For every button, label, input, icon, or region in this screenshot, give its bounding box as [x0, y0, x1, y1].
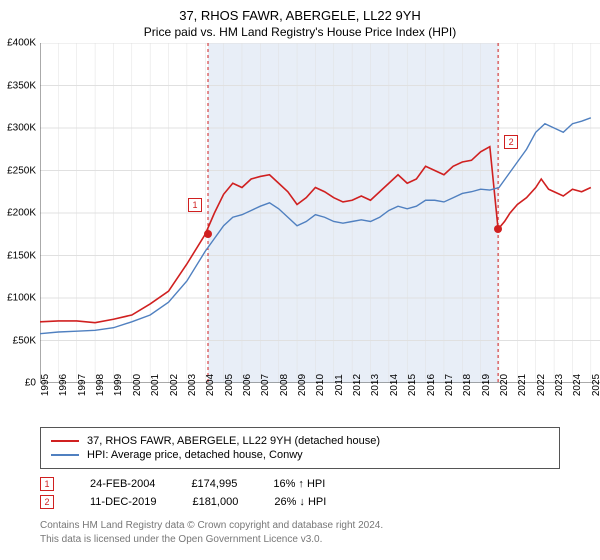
x-tick-label: 1998	[95, 374, 106, 396]
marker-delta: 16% ↑ HPI	[273, 478, 325, 490]
x-tick-label: 2018	[462, 374, 473, 396]
y-tick-label: £150K	[7, 250, 36, 261]
x-tick-label: 2020	[499, 374, 510, 396]
x-tick-label: 2002	[169, 374, 180, 396]
x-tick-label: 2013	[370, 374, 381, 396]
y-tick-label: £300K	[7, 123, 36, 134]
x-tick-label: 2001	[150, 374, 161, 396]
x-tick-label: 2022	[536, 374, 547, 396]
y-tick-label: £0	[25, 378, 36, 389]
marker-table-box: 2	[40, 495, 54, 509]
y-tick-label: £250K	[7, 165, 36, 176]
x-tick-label: 2005	[224, 374, 235, 396]
footer-line-1: Contains HM Land Registry data © Crown c…	[40, 519, 560, 533]
footer-line-2: This data is licensed under the Open Gov…	[40, 533, 560, 547]
x-axis: 1995199619971998199920002001200220032004…	[40, 383, 600, 423]
y-tick-label: £200K	[7, 208, 36, 219]
y-tick-label: £350K	[7, 80, 36, 91]
x-tick-label: 2024	[572, 374, 583, 396]
marker-table-row: 1 24-FEB-2004 £174,995 16% ↑ HPI	[40, 475, 560, 493]
chart-container: 37, RHOS FAWR, ABERGELE, LL22 9YH Price …	[0, 0, 600, 560]
chart-area: £0£50K£100K£150K£200K£250K£300K£350K£400…	[40, 43, 600, 383]
x-tick-label: 2008	[279, 374, 290, 396]
x-tick-label: 2015	[407, 374, 418, 396]
legend-label: HPI: Average price, detached house, Conw…	[87, 449, 303, 461]
x-tick-label: 2011	[334, 374, 345, 396]
marker-delta: 26% ↓ HPI	[274, 496, 326, 508]
legend-box: 37, RHOS FAWR, ABERGELE, LL22 9YH (detac…	[40, 427, 560, 469]
legend-swatch	[51, 454, 79, 456]
y-axis: £0£50K£100K£150K£200K£250K£300K£350K£400…	[0, 43, 40, 383]
x-tick-label: 2023	[554, 374, 565, 396]
page-subtitle: Price paid vs. HM Land Registry's House …	[0, 23, 600, 43]
x-tick-label: 2000	[132, 374, 143, 396]
marker-label-1: 1	[188, 198, 202, 212]
legend-swatch	[51, 440, 79, 442]
x-tick-label: 2017	[444, 374, 455, 396]
x-tick-label: 2021	[517, 374, 528, 396]
marker-dot-2	[494, 225, 502, 233]
x-tick-label: 2009	[297, 374, 308, 396]
footer-text: Contains HM Land Registry data © Crown c…	[40, 519, 560, 546]
marker-date: 24-FEB-2004	[90, 478, 155, 490]
legend-row: HPI: Average price, detached house, Conw…	[51, 448, 549, 462]
marker-table-row: 2 11-DEC-2019 £181,000 26% ↓ HPI	[40, 493, 560, 511]
x-tick-label: 1996	[58, 374, 69, 396]
marker-price: £181,000	[192, 496, 238, 508]
x-tick-label: 2016	[426, 374, 437, 396]
chart-plot	[40, 43, 600, 383]
marker-table-box: 1	[40, 477, 54, 491]
x-tick-label: 1995	[40, 374, 51, 396]
x-tick-label: 2004	[205, 374, 216, 396]
y-tick-label: £100K	[7, 293, 36, 304]
marker-dot-1	[204, 230, 212, 238]
y-tick-label: £400K	[7, 38, 36, 49]
x-tick-label: 1997	[77, 374, 88, 396]
page-title: 37, RHOS FAWR, ABERGELE, LL22 9YH	[0, 0, 600, 23]
x-tick-label: 1999	[113, 374, 124, 396]
legend-label: 37, RHOS FAWR, ABERGELE, LL22 9YH (detac…	[87, 435, 380, 447]
x-tick-label: 2025	[591, 374, 600, 396]
marker-label-2: 2	[504, 135, 518, 149]
legend-row: 37, RHOS FAWR, ABERGELE, LL22 9YH (detac…	[51, 434, 549, 448]
x-tick-label: 2006	[242, 374, 253, 396]
x-tick-label: 2014	[389, 374, 400, 396]
y-tick-label: £50K	[13, 335, 36, 346]
markers-table: 1 24-FEB-2004 £174,995 16% ↑ HPI 2 11-DEC-201…	[40, 475, 560, 511]
marker-date: 11-DEC-2019	[90, 496, 156, 508]
x-tick-label: 2003	[187, 374, 198, 396]
x-tick-label: 2010	[315, 374, 326, 396]
marker-price: £174,995	[191, 478, 237, 490]
x-tick-label: 2007	[260, 374, 271, 396]
x-tick-label: 2019	[481, 374, 492, 396]
x-tick-label: 2012	[352, 374, 363, 396]
